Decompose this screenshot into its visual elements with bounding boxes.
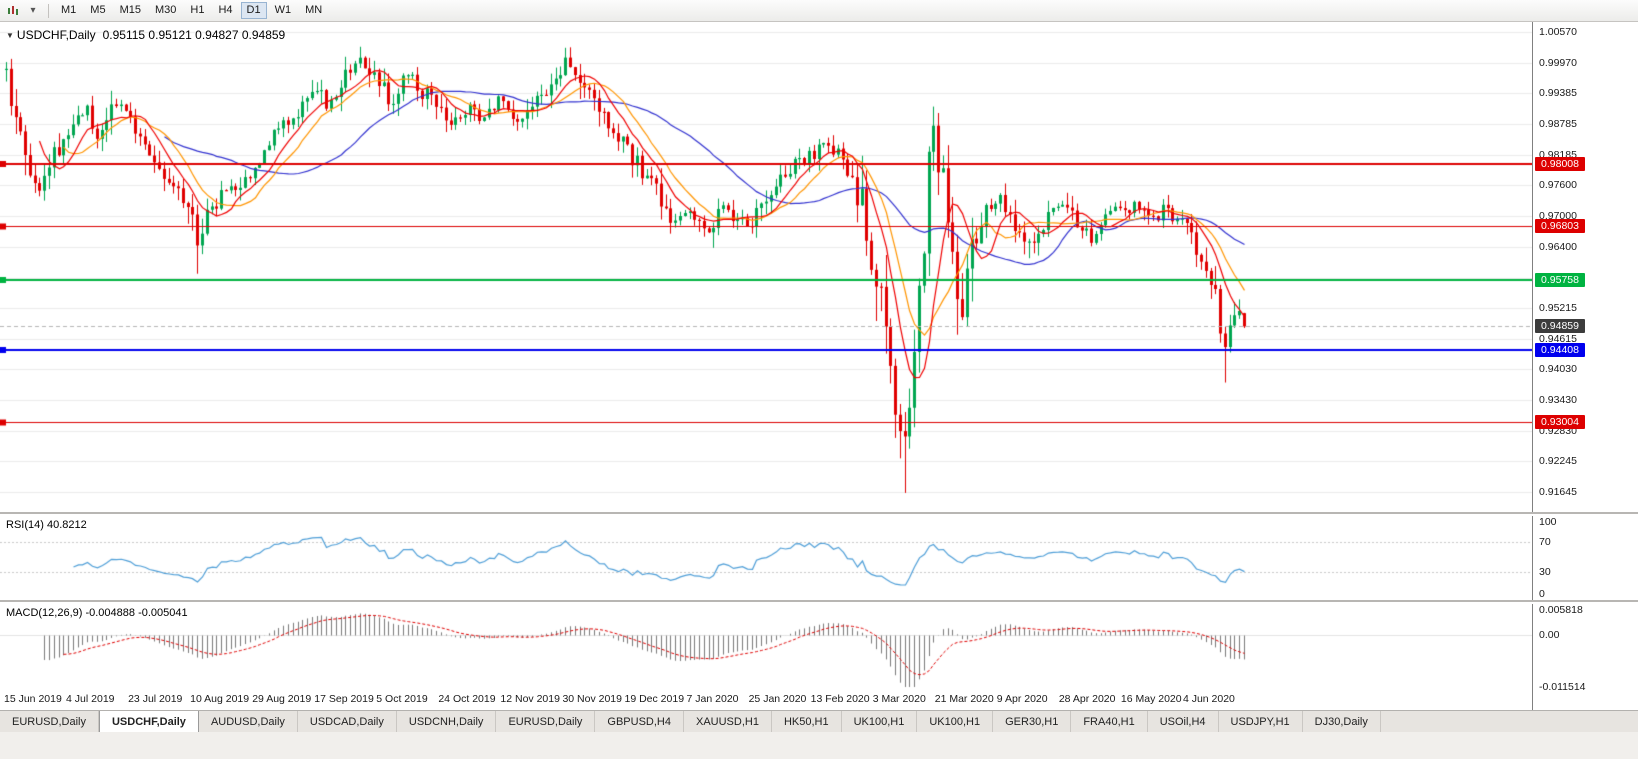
price-axis-label: 0.91645 (1539, 486, 1577, 499)
rsi-axis-label: 70 (1539, 536, 1551, 549)
time-axis-label: 9 Apr 2020 (996, 693, 1048, 705)
time-axis-label: 4 Jul 2019 (66, 693, 115, 705)
timeframe-button-d1[interactable]: D1 (240, 2, 267, 19)
rsi-axis-label: 0 (1539, 588, 1545, 600)
time-axis-label: 21 Mar 2020 (934, 693, 994, 705)
timeframe-button-h4[interactable]: H4 (212, 2, 238, 19)
chart-shift-icon: ▼ (6, 31, 14, 40)
chart-tab-gbpusd-h4[interactable]: GBPUSD,H4 (595, 711, 684, 732)
chart-tab-usdchf-daily[interactable]: USDCHF,Daily (98, 711, 199, 732)
chart-tab-usdjpy-h1[interactable]: USDJPY,H1 (1219, 711, 1303, 732)
macd-axis-label: 0.005818 (1539, 604, 1583, 616)
time-axis-label: 4 Jun 2020 (1182, 693, 1235, 705)
time-axis-label: 12 Nov 2019 (500, 693, 560, 705)
time-axis-label: 5 Oct 2019 (376, 693, 428, 705)
chart-tab-eurusd-daily[interactable]: EURUSD,Daily (496, 711, 596, 732)
time-axis-label: 30 Nov 2019 (562, 693, 622, 705)
price-axis-label: 0.98785 (1539, 117, 1577, 130)
price-axis-label: 0.97600 (1539, 178, 1577, 191)
timeframe-toolbar: ▾ M1 M5 M15 M30 H1 H4 D1 W1 MN (0, 0, 1638, 22)
time-axis-label: 24 Oct 2019 (438, 693, 496, 705)
macd-label: MACD(12,26,9) -0.004888 -0.005041 (6, 607, 188, 619)
chevron-down-icon[interactable]: ▾ (30, 5, 36, 16)
timeframe-button-m1[interactable]: M1 (55, 2, 82, 19)
time-axis[interactable]: 15 Jun 2019 4 Jul 2019 23 Jul 2019 10 Aug 2… (0, 690, 1638, 710)
hline-price-badge: 0.93004 (1535, 415, 1585, 430)
chart-tab-dj30-daily[interactable]: DJ30,Daily (1303, 711, 1381, 732)
timeframe-button-mn[interactable]: MN (299, 2, 328, 19)
chart-tab-ger30-h1[interactable]: GER30,H1 (993, 711, 1072, 732)
chart-tab-audusd-daily[interactable]: AUDUSD,Daily (199, 711, 298, 732)
rsi-axis-label: 30 (1539, 565, 1551, 578)
chart-tab-uk100-h1[interactable]: UK100,H1 (917, 711, 994, 732)
time-axis-label: 16 May 2020 (1120, 693, 1182, 705)
timeframe-button-h1[interactable]: H1 (184, 2, 210, 19)
rsi-axis-label: 100 (1539, 516, 1557, 528)
price-axis-label: 0.93430 (1539, 394, 1577, 407)
price-axis-label: 0.99970 (1539, 56, 1577, 69)
chart-type-icon[interactable] (3, 2, 23, 20)
price-axis-label: 1.00570 (1539, 25, 1577, 38)
time-axis-label: 28 Apr 2020 (1058, 693, 1116, 705)
time-axis-label: 15 Jun 2019 (4, 693, 62, 705)
macd-axis[interactable]: 0.005818 0.00 -0.011514 (1532, 604, 1638, 693)
macd-panel: MACD(12,26,9) -0.004888 -0.005041 0.0058… (0, 604, 1638, 694)
axis-corner (1532, 690, 1638, 710)
price-axis-label: 0.97000 (1539, 209, 1577, 222)
price-axis-label: 0.96400 (1539, 240, 1577, 253)
time-axis-label: 25 Jan 2020 (748, 693, 807, 705)
chart-tab-usdcad-daily[interactable]: USDCAD,Daily (298, 711, 397, 732)
chart-ohlc: 0.95115 0.95121 0.94827 0.94859 (102, 28, 286, 42)
chart-title: ▼ USDCHF,Daily 0.95115 0.95121 0.94827 0.9… (6, 28, 285, 42)
rsi-axis[interactable]: 100 70 30 0 (1532, 516, 1638, 600)
chart-tab-usoil-h4[interactable]: USOil,H4 (1148, 711, 1219, 732)
time-axis-label: 29 Aug 2019 (252, 693, 312, 705)
window-filler (0, 732, 1638, 759)
chart-tab-fra40-h1[interactable]: FRA40,H1 (1071, 711, 1148, 732)
timeframe-button-m15[interactable]: M15 (114, 2, 147, 19)
price-axis-label: 0.95215 (1539, 302, 1577, 314)
time-axis-label: 23 Jul 2019 (128, 693, 183, 705)
rsi-canvas[interactable] (0, 516, 1532, 600)
price-axis-label: 0.99385 (1539, 86, 1577, 99)
timeframe-button-m5[interactable]: M5 (84, 2, 111, 19)
chart-tab-hk50-h1[interactable]: HK50,H1 (772, 711, 842, 732)
chart-symbol: USDCHF,Daily (16, 28, 96, 42)
hline-price-badge: 0.96803 (1535, 219, 1585, 234)
price-axis-label: 0.92245 (1539, 455, 1577, 468)
time-axis-label: 3 Mar 2020 (872, 693, 926, 705)
time-axis-label: 19 Dec 2019 (624, 693, 685, 705)
chart-tab-xauusd-h1[interactable]: XAUUSD,H1 (684, 711, 772, 732)
price-axis-label: 0.94030 (1539, 363, 1577, 376)
price-axis-label: 0.94615 (1539, 332, 1577, 345)
main-chart-canvas[interactable] (0, 22, 1532, 512)
hline-price-badge: 0.98008 (1535, 156, 1585, 171)
rsi-panel: RSI(14) 40.8212 100 70 30 0 (0, 516, 1638, 602)
macd-canvas[interactable] (0, 604, 1532, 693)
hline-price-badge: 0.95758 (1535, 272, 1585, 287)
chart-tab-bar: EURUSD,Daily USDCHF,Daily AUDUSD,Daily USDC… (0, 710, 1638, 732)
time-axis-label: 13 Feb 2020 (810, 693, 870, 705)
chart-tab-usdcnh-daily[interactable]: USDCNH,Daily (397, 711, 497, 732)
time-axis-label: 17 Sep 2019 (314, 693, 374, 705)
main-chart-panel: ▼ USDCHF,Daily 0.95115 0.95121 0.94827 0.9… (0, 22, 1638, 514)
timeframe-button-m30[interactable]: M30 (149, 2, 182, 19)
time-axis-label: 7 Jan 2020 (686, 693, 739, 705)
macd-axis-label: 0.00 (1539, 628, 1560, 641)
hline-price-badge: 0.94408 (1535, 342, 1585, 357)
toolbar-separator (48, 3, 49, 18)
chart-tab-eurusd-daily[interactable]: EURUSD,Daily (0, 711, 99, 732)
rsi-label: RSI(14) 40.8212 (6, 519, 87, 531)
price-axis[interactable]: 1.00570 0.99970 0.99385 0.98785 0.98185 0.976… (1532, 22, 1638, 512)
bid-price-badge: 0.94859 (1535, 319, 1585, 334)
time-axis-label: 10 Aug 2019 (190, 693, 250, 705)
timeframe-buttons: M1 M5 M15 M30 H1 H4 D1 W1 MN (54, 2, 329, 19)
chart-tab-uk100-h1[interactable]: UK100,H1 (842, 711, 918, 732)
timeframe-button-w1[interactable]: W1 (269, 2, 298, 19)
